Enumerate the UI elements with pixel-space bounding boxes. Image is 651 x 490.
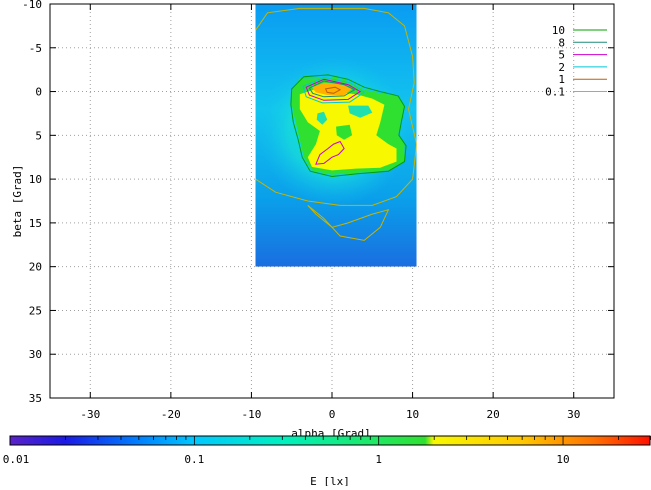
colorbar-tick-label: 1: [375, 453, 382, 466]
y-axis-label: beta [Grad]: [11, 165, 24, 238]
x-tick-label: -20: [161, 408, 181, 421]
y-tick-label: 35: [29, 392, 42, 405]
legend-label: 8: [558, 36, 565, 49]
y-tick-label: 5: [35, 129, 42, 142]
x-axis: -30 -20 -10 0 10 20 30: [80, 4, 580, 421]
legend-label: 2: [558, 61, 565, 74]
x-tick-label: 30: [567, 408, 580, 421]
y-tick-label: -10: [22, 0, 42, 11]
y-tick-label: 20: [29, 261, 42, 274]
contour-10: [290, 74, 407, 178]
contour-5-lower: [315, 140, 345, 165]
region-hole-2: [348, 105, 373, 118]
contour-0.1-outer: [255, 7, 417, 206]
legend-label: 0.1: [545, 86, 565, 99]
y-tick-label: -5: [29, 42, 42, 55]
x-tick-label: -30: [80, 408, 100, 421]
legend-label: 1: [558, 73, 565, 86]
x-tick-label: 0: [329, 408, 336, 421]
y-tick-label: 10: [29, 173, 42, 186]
y-tick-label: 15: [29, 217, 42, 230]
region-green-spot: [336, 124, 353, 140]
x-tick-label: -10: [241, 408, 261, 421]
colorbar-tick-label: 0.1: [184, 453, 204, 466]
contour-2: [302, 76, 366, 104]
colorbar-label: E [lx]: [310, 475, 350, 486]
region-hole-1: [316, 111, 328, 125]
colorbar-tick-label: 10: [556, 453, 569, 466]
contour-8: [308, 80, 356, 98]
hotspot-peak: [311, 82, 353, 96]
y-tick-label: 25: [29, 304, 42, 317]
heatmap: [255, 4, 417, 267]
x-tick-label: 20: [487, 408, 500, 421]
contour-5-upper: [305, 78, 362, 101]
contour-1: [324, 86, 342, 94]
colorbar: 0.01 0.1 1 10 E [lx]: [3, 435, 651, 488]
legend-label: 10: [552, 24, 565, 37]
colorbar-ticks: 0.01 0.1 1 10: [3, 436, 651, 466]
y-tick-label: 30: [29, 348, 42, 361]
y-tick-label: 0: [35, 86, 42, 99]
colorbar-gradient: [9, 435, 651, 446]
colorbar-tick-label: 0.01: [3, 453, 30, 466]
x-tick-label: 10: [406, 408, 419, 421]
legend-label: 5: [558, 49, 565, 62]
contour-0.1-lower: [307, 205, 390, 241]
